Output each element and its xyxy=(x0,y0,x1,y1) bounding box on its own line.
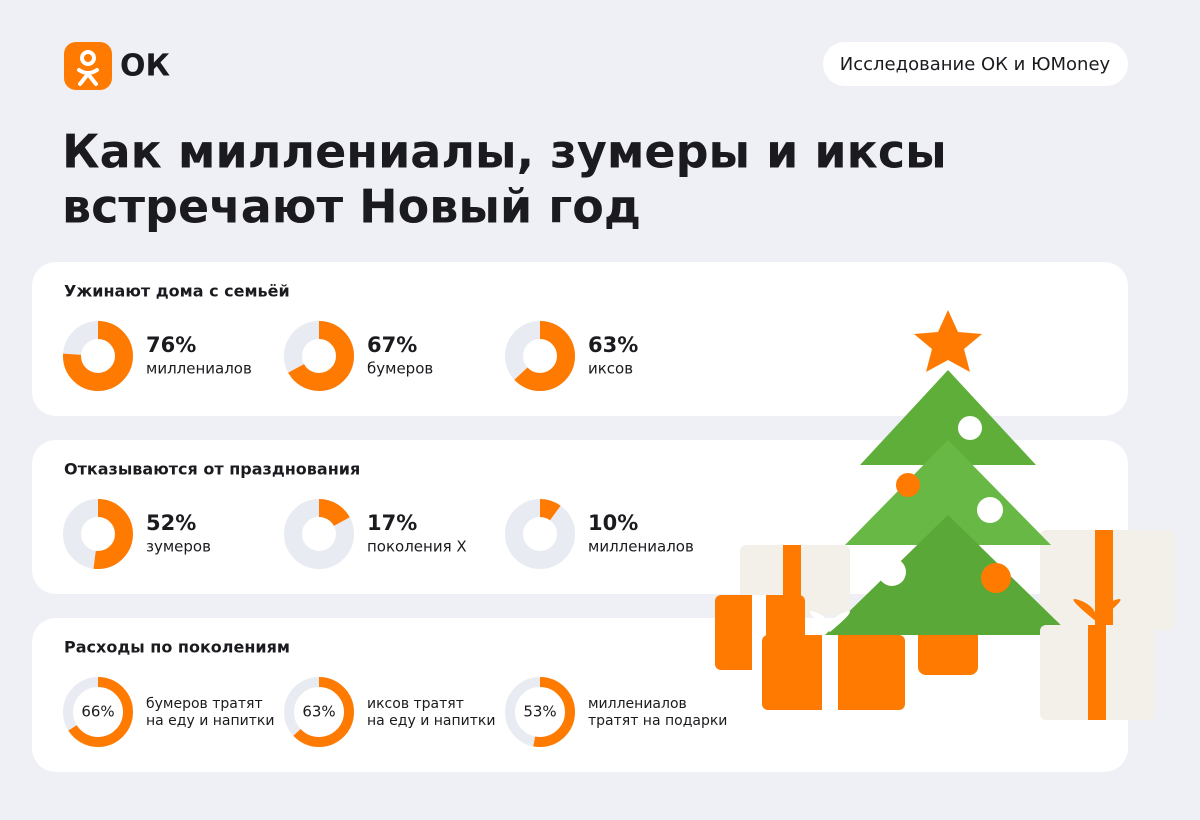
value-label: 66% xyxy=(81,703,114,721)
value-label: 17% xyxy=(367,511,417,535)
donut-arc xyxy=(505,677,575,747)
value-label: 53% xyxy=(523,703,556,721)
value-label: 67% xyxy=(367,333,417,357)
logo-text: ОК xyxy=(120,49,171,84)
value-label: 76% xyxy=(146,333,196,357)
title: встречают Новый год xyxy=(62,180,641,234)
card-title: Расходы по поколениям xyxy=(64,638,290,657)
donut-arc xyxy=(284,321,354,391)
item-label: на еду и напитки xyxy=(146,713,274,729)
donut-arc xyxy=(505,321,575,391)
item-label: миллениалов xyxy=(588,696,687,712)
logo-glyph xyxy=(77,68,99,86)
donut-arc xyxy=(63,499,133,569)
item-label: зумеров xyxy=(146,538,211,556)
item-label: бумеров тратят xyxy=(146,696,263,712)
card-title: Отказываются от празднования xyxy=(64,460,360,479)
item-label: поколения X xyxy=(367,538,467,556)
value-label: 10% xyxy=(588,511,638,535)
donut-arc xyxy=(284,499,354,569)
item-label: тратят на подарки xyxy=(588,713,727,729)
title: Как миллениалы, зумеры и иксы xyxy=(62,125,947,179)
decoration xyxy=(715,310,1175,720)
item-label: на еду и напитки xyxy=(367,713,495,729)
item-label: иксов xyxy=(588,360,633,378)
donut-arc xyxy=(63,321,133,391)
value-label: 52% xyxy=(146,511,196,535)
value-label: 63% xyxy=(302,703,335,721)
value-label: 63% xyxy=(588,333,638,357)
donut-arc xyxy=(63,677,133,747)
donut-arc xyxy=(505,499,575,569)
item-label: бумеров xyxy=(367,360,433,378)
item-label: миллениалов xyxy=(146,360,252,378)
item-label: миллениалов xyxy=(588,538,694,556)
badge xyxy=(823,42,1128,86)
badge-text: Исследование ОК и ЮMoney xyxy=(840,54,1111,75)
item-label: иксов тратят xyxy=(367,696,464,712)
donut-arc xyxy=(284,677,354,747)
logo-glyph xyxy=(80,50,96,66)
card-title: Ужинают дома с семьёй xyxy=(64,282,290,301)
